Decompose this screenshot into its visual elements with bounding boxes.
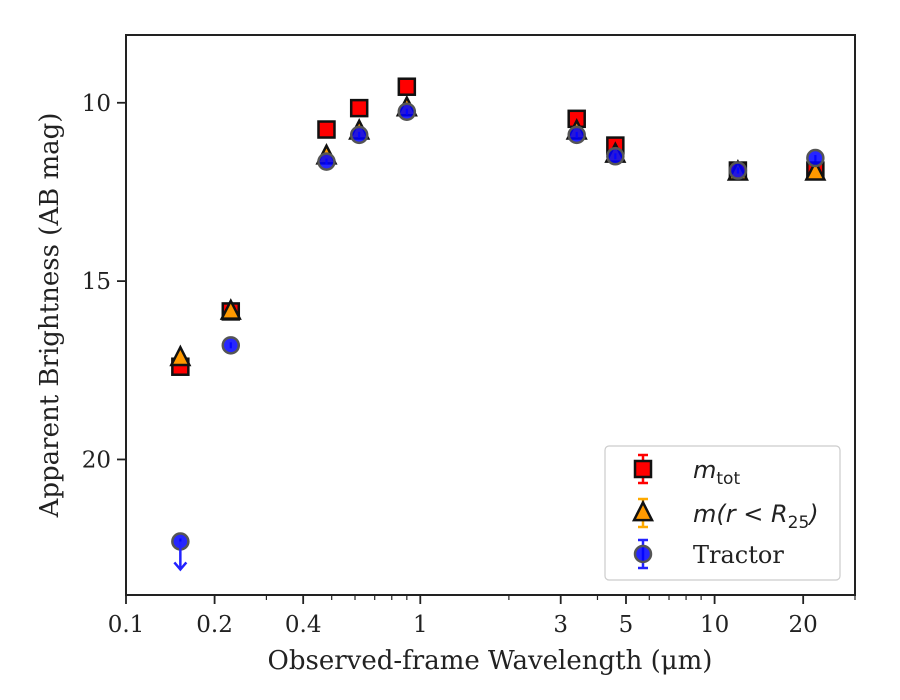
legend-m-r-prefix: m(r < R [693, 500, 788, 528]
m-tot-point [317, 120, 336, 139]
legend: mtot m(r < R25) Tractor [604, 445, 841, 581]
plot-frame [125, 34, 856, 596]
m-r25-point [804, 159, 827, 181]
y-tick-label: 15 [82, 269, 111, 295]
legend-markers [631, 453, 655, 570]
m-tot-point [397, 77, 417, 96]
legend-m-r-suffix: ) [807, 500, 818, 528]
x-tick-label: 3 [553, 612, 568, 638]
x-tick-label: 10 [700, 612, 729, 638]
data-markers [169, 77, 827, 572]
tractor-upper-limit-arrowhead [173, 561, 188, 572]
legend-m-r25-marker [631, 499, 655, 522]
x-tick-label: 0.1 [108, 612, 145, 638]
y-axis-label: Apparent Brightness (AB mag) [35, 113, 65, 519]
legend-frame [604, 445, 841, 581]
x-tick-label: 0.4 [285, 612, 322, 638]
m-tot-point [349, 98, 369, 118]
tractor-point [606, 147, 625, 166]
tractor-point [349, 125, 369, 145]
y-axis-ticks: 10 15 20 [82, 91, 126, 473]
x-tick-label: 20 [789, 612, 818, 638]
x-tick-label: 0.2 [196, 612, 233, 638]
legend-m-tot-sub: tot [716, 469, 740, 489]
legend-label-m-r-lt-r25: m(r < R25) [693, 500, 819, 533]
tractor-point [317, 152, 336, 171]
x-tick-label: 5 [619, 612, 634, 638]
m-r25-point [219, 298, 242, 320]
x-tick-label: 1 [413, 612, 428, 638]
y-tick-label: 10 [82, 91, 111, 117]
tractor-point [728, 161, 748, 180]
m-r25-point [169, 344, 192, 367]
tractor-point [397, 102, 417, 121]
x-axis-ticks: 0.1 0.2 0.4 1 3 5 10 20 [108, 595, 856, 638]
tractor-point [221, 336, 241, 355]
legend-m-tot-base: m [693, 456, 716, 484]
tractor-point [567, 125, 586, 145]
legend-m-r-sub: 25 [788, 513, 810, 533]
legend-tractor-marker [633, 544, 653, 564]
legend-m-tot-marker [633, 459, 653, 479]
tractor-point [806, 148, 825, 168]
y-tick-label: 20 [82, 447, 111, 473]
legend-label-tractor: Tractor [693, 541, 784, 569]
x-axis-label: Observed-frame Wavelength (μm) [268, 646, 713, 676]
legend-label-m-tot: mtot [693, 456, 740, 489]
